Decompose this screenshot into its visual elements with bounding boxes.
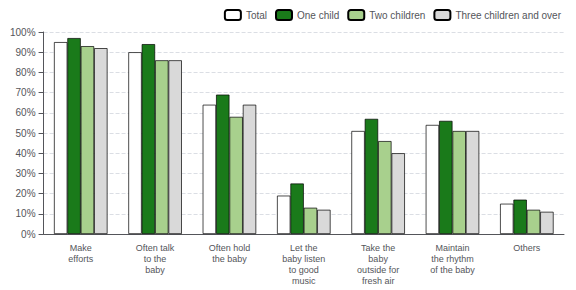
svg-text:Total: Total [246,10,267,21]
svg-text:of the baby: of the baby [430,265,475,275]
svg-text:Make: Make [70,243,92,253]
svg-text:baby: baby [368,254,388,264]
svg-text:Others: Others [513,243,541,253]
svg-text:70%: 70% [16,87,36,98]
svg-text:60%: 60% [16,107,36,118]
svg-text:Often talk: Often talk [136,243,175,253]
svg-text:80%: 80% [16,67,36,78]
svg-text:30%: 30% [16,168,36,179]
svg-text:baby: baby [145,265,165,275]
svg-text:efforts: efforts [68,254,93,264]
svg-text:90%: 90% [16,47,36,58]
svg-text:100%: 100% [10,27,36,38]
svg-text:Maintain: Maintain [435,243,469,253]
svg-text:baby listen: baby listen [282,254,325,264]
svg-text:40%: 40% [16,148,36,159]
svg-text:fresh air: fresh air [362,276,395,286]
svg-text:to the: to the [144,254,167,264]
svg-text:0%: 0% [21,229,36,240]
svg-text:One child: One child [297,10,339,21]
svg-text:to good: to good [289,265,319,275]
svg-text:Two children: Two children [369,10,425,21]
svg-text:music: music [292,276,316,286]
svg-text:10%: 10% [16,208,36,219]
svg-text:50%: 50% [16,128,36,139]
svg-text:the baby: the baby [212,254,247,264]
svg-text:20%: 20% [16,188,36,199]
svg-text:outside for: outside for [357,265,399,275]
svg-text:Let the: Let the [290,243,318,253]
svg-text:the rhythm: the rhythm [431,254,474,264]
svg-text:Three children and over: Three children and over [455,10,561,21]
svg-text:Often hold: Often hold [209,243,251,253]
svg-text:Take the: Take the [361,243,395,253]
